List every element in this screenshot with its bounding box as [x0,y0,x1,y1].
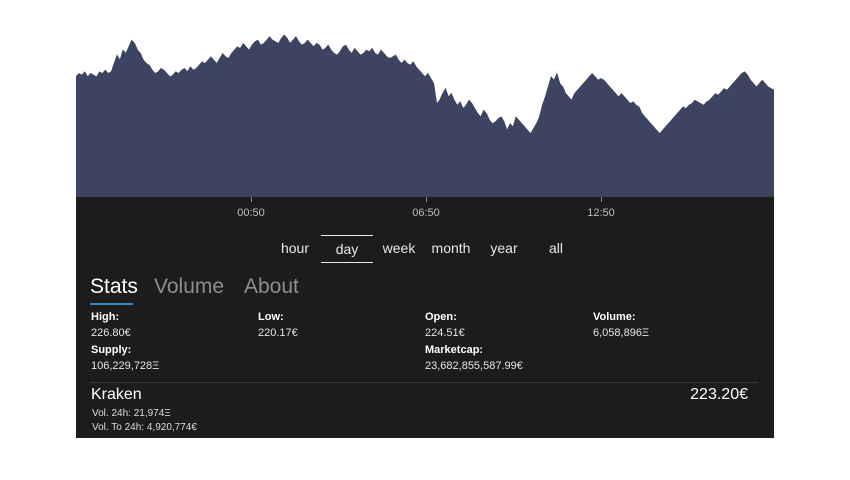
stat-label: Marketcap: [425,344,484,356]
stat-label: Supply: [91,344,132,356]
x-tick-label: 12:50 [587,207,615,219]
tab-volume[interactable]: Volume [154,275,225,298]
coin-detail-panel: 00:50 06:50 12:50 hour day week month ye… [76,0,774,438]
stat-value: 220.17€ [258,327,298,339]
details-panel: 00:50 06:50 12:50 hour day week month ye… [76,197,774,438]
active-tab-indicator [90,303,133,305]
exchange-price: 223.20€ [690,386,748,403]
range-week[interactable]: week [382,240,416,256]
price-area-series [76,34,774,198]
stat-value: 106,229,728Ξ [91,360,160,372]
x-tick-mark [601,197,602,202]
x-tick-mark [251,197,252,202]
stat-supply: Supply: 106,229,728Ξ [91,342,159,374]
exchange-vol-to-24h: Vol. To 24h: 4,920,774€ [92,422,197,433]
stat-open: Open: 224.51€ [425,309,465,341]
exchange-name: Kraken [91,386,142,403]
stat-value: 23,682,855,587.99€ [425,360,523,372]
stat-high: High: 226.80€ [91,309,131,341]
stat-value: 224.51€ [425,327,465,339]
range-day[interactable]: day [321,235,373,263]
range-all[interactable]: all [548,240,563,256]
stat-low: Low: 220.17€ [258,309,298,341]
range-month[interactable]: month [431,240,471,256]
tab-about[interactable]: About [244,275,299,298]
stat-label: Low: [258,311,284,323]
x-tick-label: 00:50 [237,207,265,219]
x-tick-label: 06:50 [412,207,440,219]
divider [90,382,758,383]
stat-value: 226.80€ [91,327,131,339]
range-hour[interactable]: hour [280,240,310,256]
range-year[interactable]: year [490,240,518,256]
time-range-selector: hour day week month year all [76,235,774,263]
tab-stats[interactable]: Stats [90,275,138,298]
price-chart [76,0,774,198]
stat-volume: Volume: 6,058,896Ξ [593,309,649,341]
stat-label: Volume: [593,311,636,323]
stat-label: Open: [425,311,457,323]
exchange-vol-24h: Vol. 24h: 21,974Ξ [92,408,171,419]
price-area-chart [76,34,774,198]
stat-marketcap: Marketcap: 23,682,855,587.99€ [425,342,523,374]
x-tick-mark [426,197,427,202]
stat-value: 6,058,896Ξ [593,327,650,339]
stat-label: High: [91,311,120,323]
